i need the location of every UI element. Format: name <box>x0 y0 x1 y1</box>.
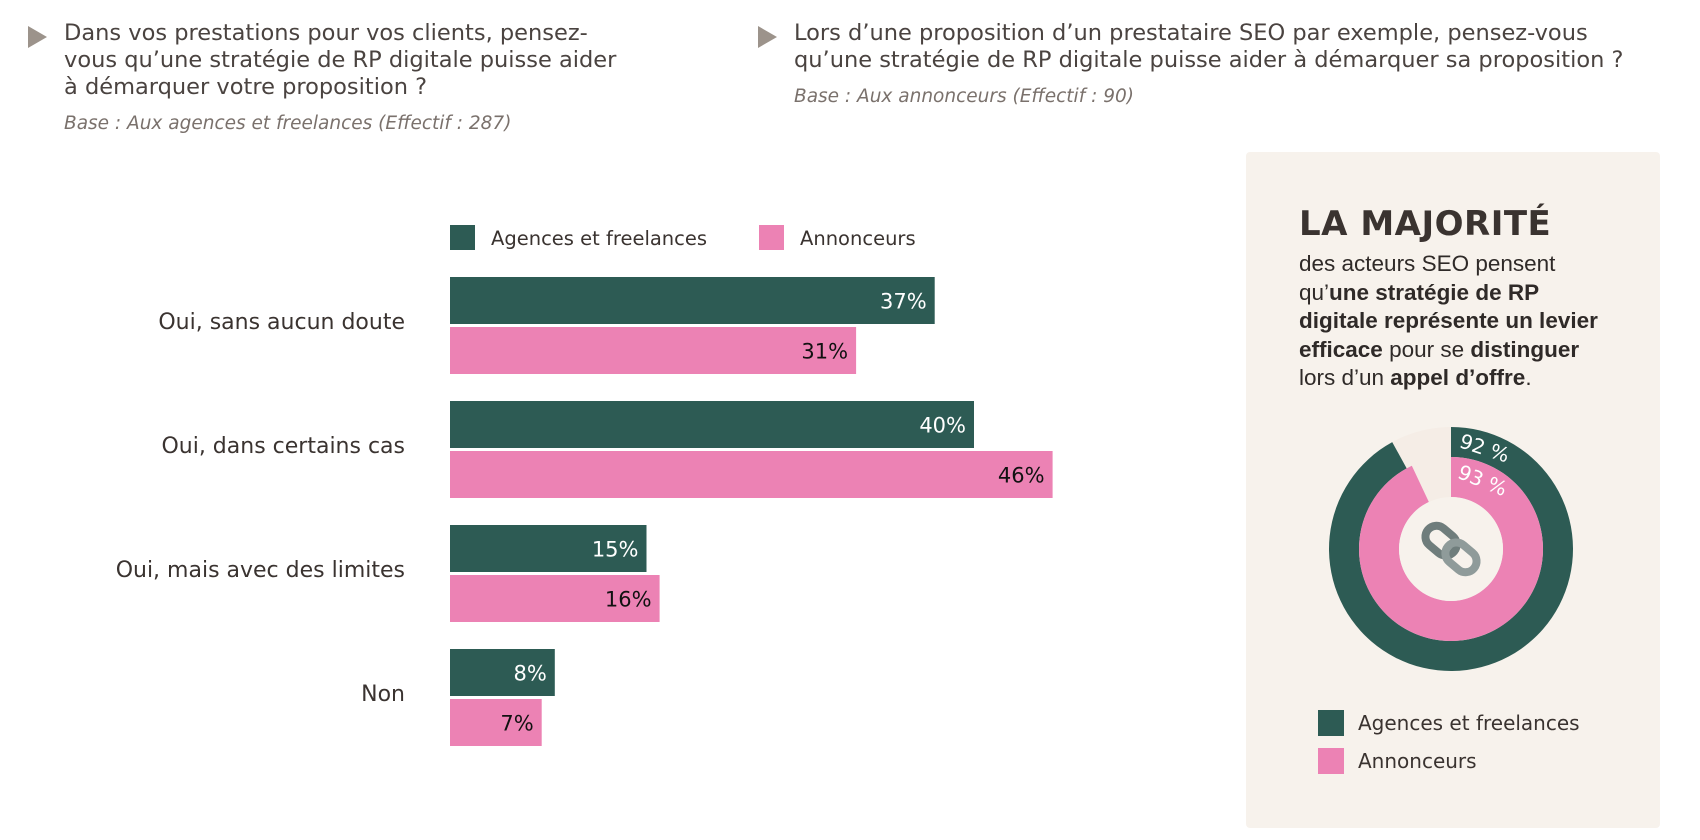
bar <box>450 401 974 448</box>
bar-value-label: 37% <box>880 290 927 314</box>
panel-legend-annonceurs: Annonceurs <box>1318 748 1477 774</box>
summary-panel: LA MAJORITÉ des acteurs SEO pensent qu’u… <box>1246 152 1660 828</box>
panel-body: des acteurs SEO pensent qu’une stratégie… <box>1299 250 1619 393</box>
triangle-arrow-icon <box>758 26 777 48</box>
panel-legend-agences: Agences et freelances <box>1318 710 1580 736</box>
bar <box>450 575 660 622</box>
panel-line: . <box>1525 365 1532 390</box>
panel-bold: efficace <box>1299 336 1383 362</box>
bar-value-label: 40% <box>919 414 966 438</box>
panel-line: pour se <box>1382 336 1471 362</box>
panel-legend-label: Agences et freelances <box>1358 711 1580 735</box>
legend-swatch <box>450 225 475 250</box>
triangle-arrow-icon <box>28 26 47 48</box>
legend-label: Agences et freelances <box>491 227 707 250</box>
legend-label: Annonceurs <box>800 227 916 250</box>
category-label: Non <box>361 682 405 707</box>
bar <box>450 699 542 746</box>
question-1-text: Dans vos prestations pour vos clients, p… <box>64 20 617 100</box>
bar-value-label: 16% <box>605 588 652 612</box>
bar-value-label: 15% <box>592 538 639 562</box>
bar <box>450 327 857 374</box>
category-label: Oui, dans certains cas <box>161 434 405 459</box>
panel-legend-label: Annonceurs <box>1358 749 1477 773</box>
panel-title: LA MAJORITÉ <box>1299 204 1552 244</box>
legend-swatch <box>759 225 784 250</box>
bar-value-label: 7% <box>500 712 533 736</box>
chart-legend: Agences et freelances Annonceurs <box>450 225 916 250</box>
panel-bold: digitale représente un levier <box>1299 308 1598 333</box>
donut-slice <box>1359 457 1543 641</box>
bar <box>450 649 555 696</box>
donut-chart: 92 %93 % <box>1329 427 1573 671</box>
bar-value-label: 8% <box>513 662 546 686</box>
panel-line: qu’ <box>1299 279 1330 305</box>
category-label: Oui, mais avec des limites <box>116 558 405 583</box>
panel-bold: une stratégie de RP <box>1329 279 1540 305</box>
bar-chart: Agences et freelances Annonceurs Oui, sans… <box>116 225 1053 746</box>
bar <box>450 451 1053 498</box>
question-2-text: Lors d’une proposition d’un prestataire … <box>794 20 1624 73</box>
legend-swatch-agences <box>1318 710 1344 736</box>
bar <box>450 525 647 572</box>
bar-value-label: 46% <box>998 464 1045 488</box>
chain-link-icon <box>1421 521 1481 577</box>
panel-line: des acteurs SEO pensent <box>1299 251 1556 276</box>
question-1: Dans vos prestations pour vos clients, p… <box>28 20 668 134</box>
question-2: Lors d’une proposition d’un prestataire … <box>758 20 1658 107</box>
legend-swatch-annonceurs <box>1318 748 1344 774</box>
panel-bold: distinguer <box>1470 336 1580 362</box>
panel-bold: appel d’offre <box>1390 365 1526 390</box>
question-2-base: Base : Aux annonceurs (Effectif : 90) <box>794 86 1134 107</box>
bar-value-label: 31% <box>801 340 848 364</box>
panel-line: lors d’un <box>1299 365 1391 390</box>
question-1-base: Base : Aux agences et freelances (Effect… <box>64 113 512 134</box>
bar <box>450 277 935 324</box>
category-label: Oui, sans aucun doute <box>158 310 405 335</box>
